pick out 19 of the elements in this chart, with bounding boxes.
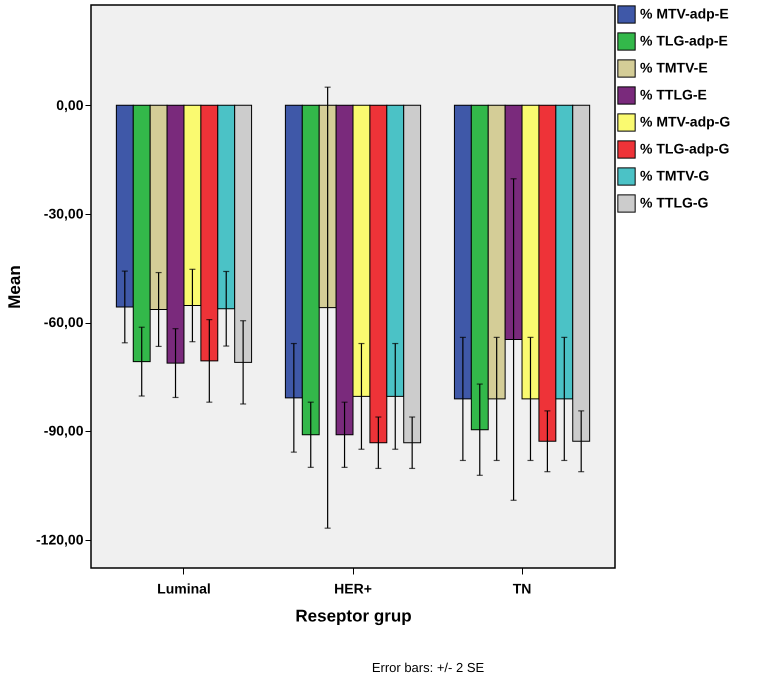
legend-label: % TTLG-G [640, 194, 709, 210]
legend-label: % MTV-adp-G [640, 114, 730, 130]
x-tick-label: TN [512, 580, 532, 596]
legend-label: % TMTV-G [640, 168, 710, 184]
x-tick-label: Luminal [157, 580, 211, 596]
legend-label: % MTV-adp-E [640, 6, 729, 22]
y-tick-label: 0,00 [56, 96, 84, 113]
y-tick-label: -30,00 [44, 205, 84, 222]
x-axis-title: Reseptor grup [295, 606, 412, 626]
legend-label: % TLG-adp-E [640, 32, 728, 48]
y-tick-label: -120,00 [36, 531, 84, 548]
y-tick-label: -60,00 [44, 314, 84, 330]
legend-label: % TMTV-E [640, 60, 708, 76]
text: Error bars: +/- 2 SE [372, 660, 484, 675]
y-axis-title: Mean [5, 265, 24, 309]
x-tick-label: HER+ [334, 580, 372, 596]
legend-label: % TLG-adp-G [640, 140, 730, 156]
legend-label: % TTLG-E [640, 86, 707, 102]
y-tick-label: -90,00 [44, 422, 84, 439]
